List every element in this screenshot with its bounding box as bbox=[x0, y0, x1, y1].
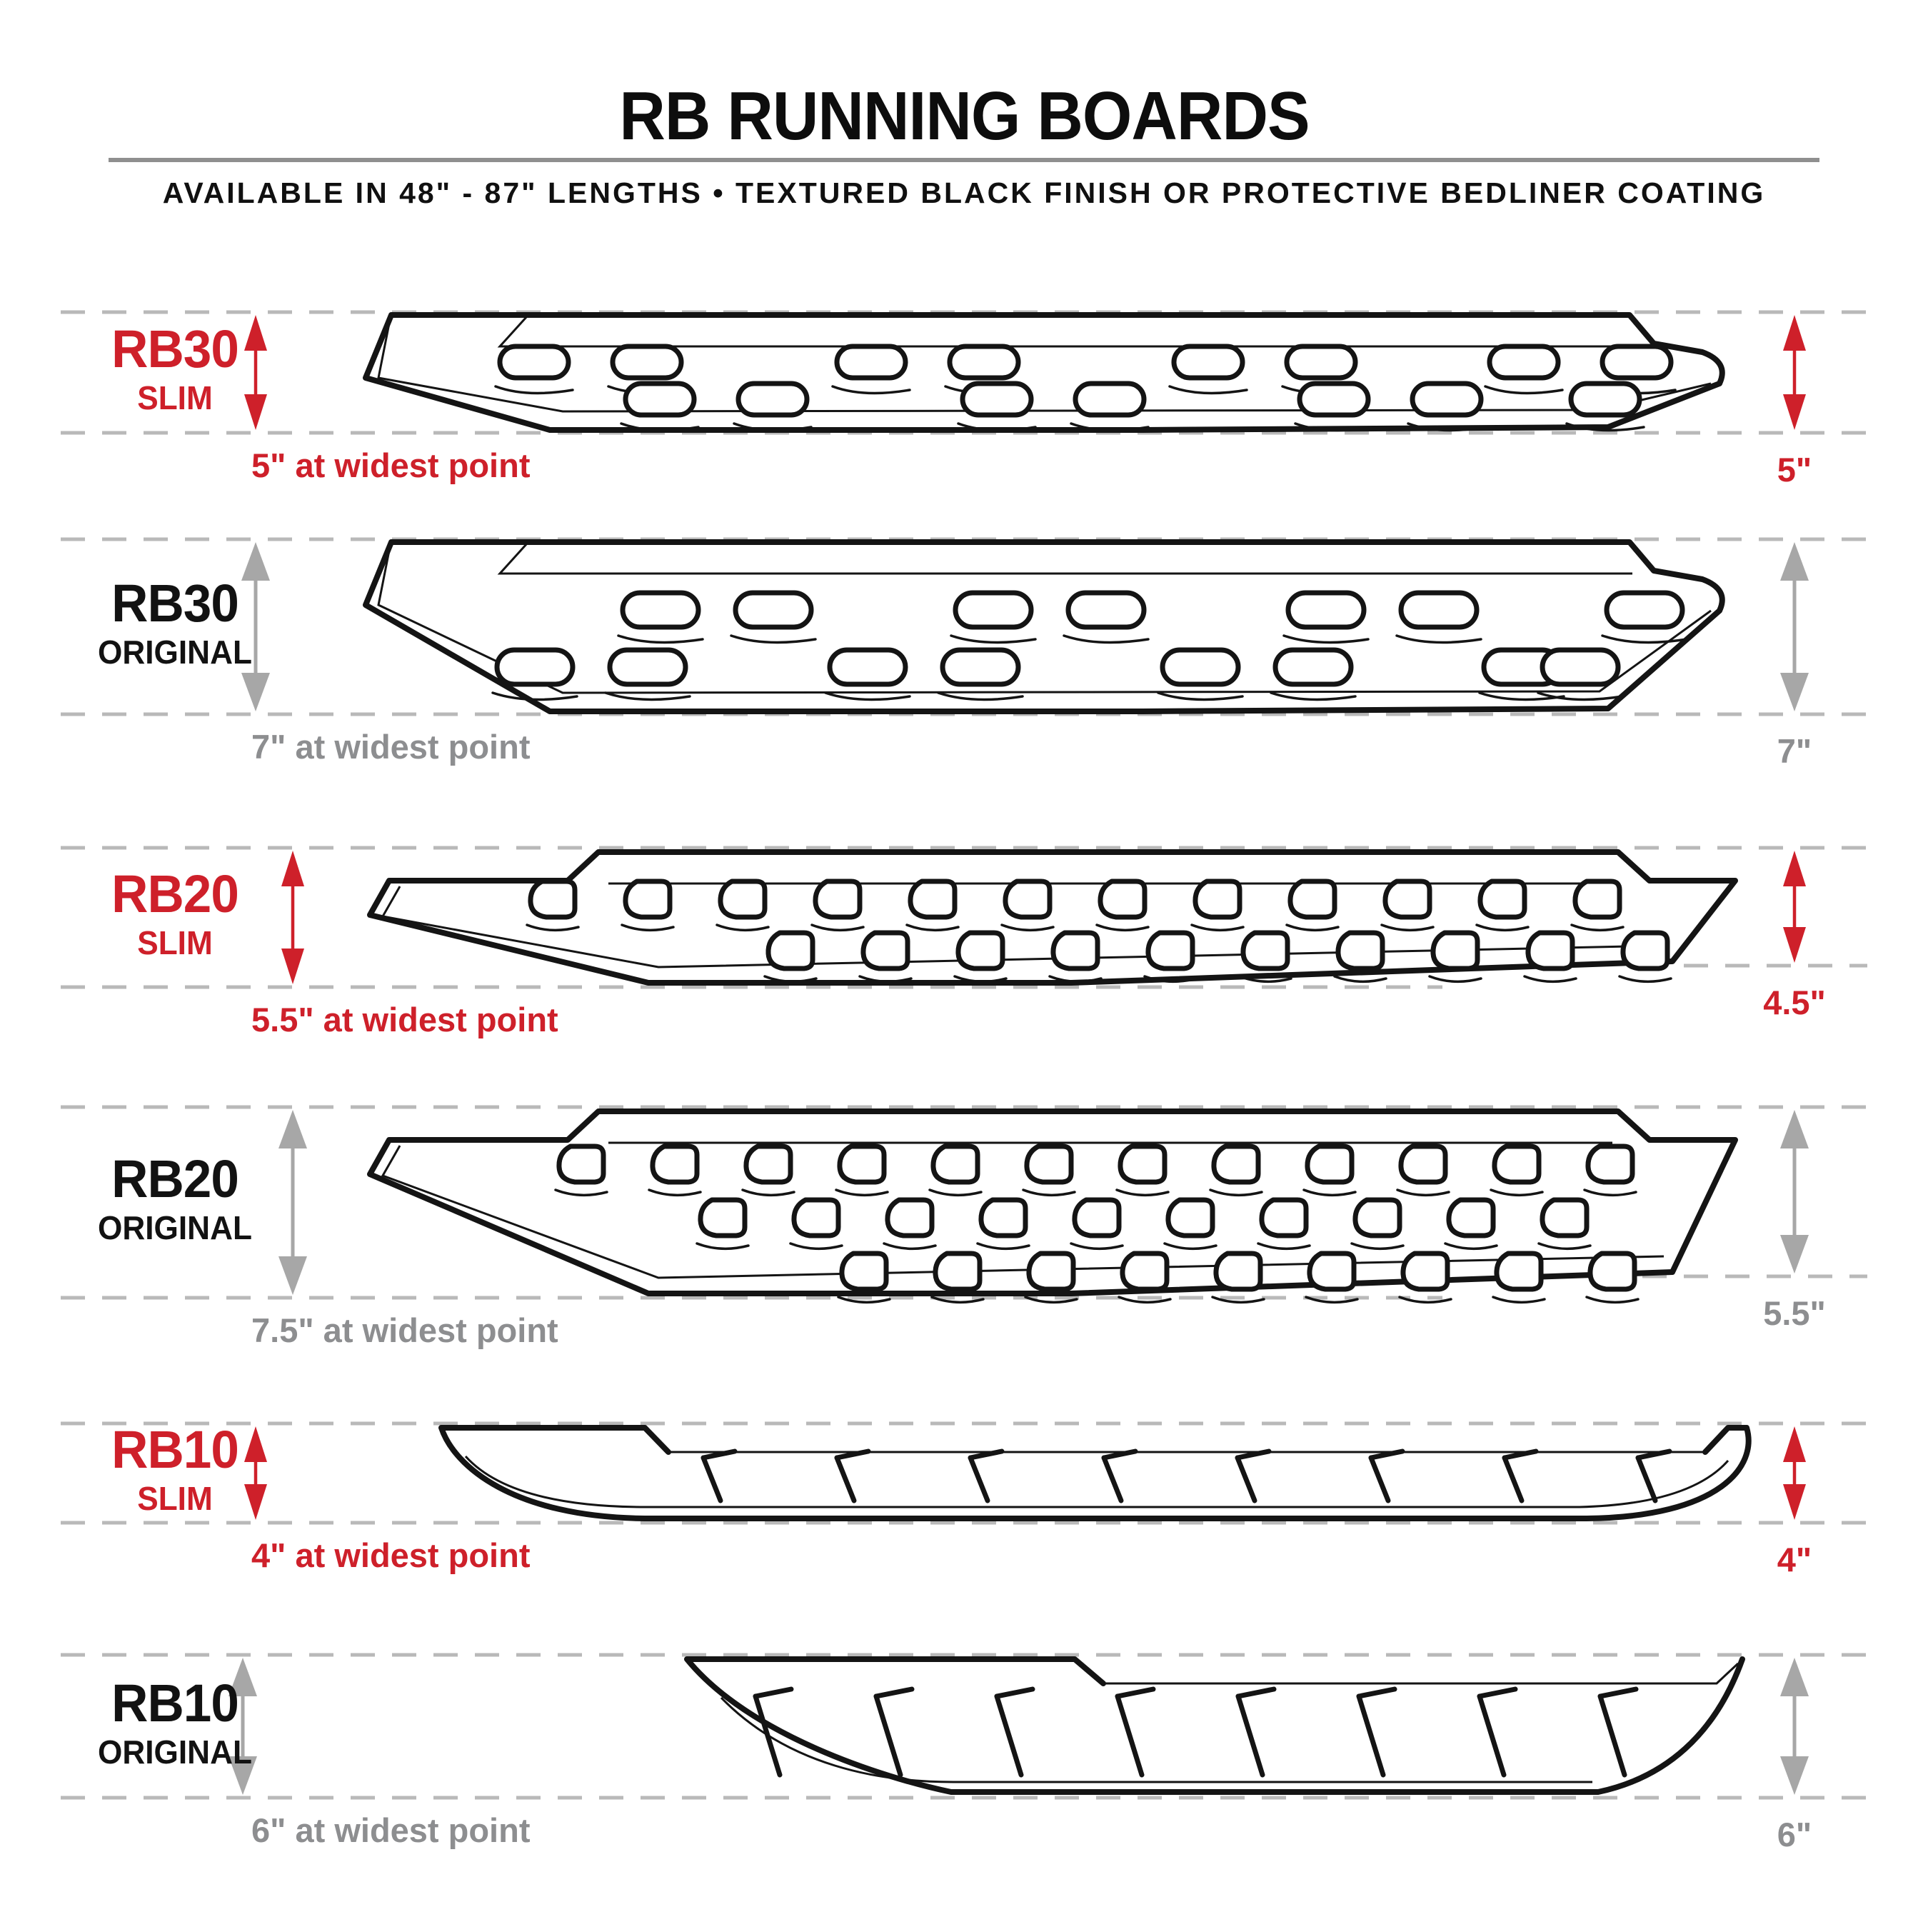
rb20-original-board bbox=[367, 1108, 1738, 1304]
dimension-arrow bbox=[1780, 1658, 1809, 1795]
dimension-arrow bbox=[241, 542, 270, 711]
dimension-arrow bbox=[1780, 542, 1809, 711]
label-rb30-slim: RB30 SLIM bbox=[21, 319, 328, 416]
right-measurement: 5.5" bbox=[1763, 1294, 1826, 1332]
label-rb10-original: RB10 ORIGINAL bbox=[21, 1673, 328, 1771]
variant-name: ORIGINAL bbox=[98, 1733, 252, 1771]
dimension-arrow bbox=[229, 1658, 257, 1795]
rb10-original-board bbox=[684, 1656, 1745, 1795]
left-measurement: 5.5" at widest point bbox=[251, 1001, 558, 1038]
dimension-arrow bbox=[244, 1426, 267, 1520]
model-name: RB20 bbox=[111, 864, 239, 924]
title-divider bbox=[109, 158, 1819, 162]
dimension-arrow bbox=[1783, 851, 1806, 963]
left-measurement: 7.5" at widest point bbox=[251, 1311, 558, 1349]
model-name: RB30 bbox=[111, 319, 239, 379]
label-rb20-original: RB20 ORIGINAL bbox=[21, 1149, 328, 1246]
model-name: RB10 bbox=[111, 1673, 239, 1733]
rb30-original-board bbox=[363, 539, 1725, 714]
dimension-arrow bbox=[281, 851, 304, 984]
left-measurement: 4" at widest point bbox=[251, 1536, 531, 1574]
left-measurement: 7" at widest point bbox=[251, 728, 531, 766]
rb30-slim-board bbox=[363, 312, 1725, 433]
model-name: RB10 bbox=[111, 1420, 239, 1479]
variant-name: SLIM bbox=[137, 1480, 213, 1517]
label-rb20-slim: RB20 SLIM bbox=[21, 864, 328, 961]
page-title: RB RUNNING BOARDS bbox=[618, 78, 1310, 154]
rb10-slim-board bbox=[438, 1425, 1752, 1521]
left-measurement: 5" at widest point bbox=[251, 446, 531, 484]
page-subtitle: AVAILABLE IN 48" - 87" LENGTHS • TEXTURE… bbox=[162, 176, 1766, 209]
dimension-arrow bbox=[1783, 315, 1806, 430]
label-rb10-slim: RB10 SLIM bbox=[21, 1420, 328, 1517]
dimension-arrow bbox=[278, 1110, 307, 1295]
variant-name: SLIM bbox=[137, 379, 213, 416]
right-measurement: 7" bbox=[1777, 732, 1812, 770]
model-name: RB30 bbox=[111, 574, 239, 633]
dimension-arrow bbox=[1780, 1110, 1809, 1273]
variant-name: ORIGINAL bbox=[98, 634, 252, 671]
right-measurement: 5" bbox=[1777, 451, 1812, 489]
rb20-slim-board bbox=[367, 849, 1738, 986]
right-measurement: 6" bbox=[1777, 1816, 1812, 1853]
dimension-arrow bbox=[1783, 1426, 1806, 1520]
label-rb30-original: RB30 ORIGINAL bbox=[21, 577, 328, 669]
variant-name: ORIGINAL bbox=[98, 1209, 252, 1246]
right-measurement: 4.5" bbox=[1763, 983, 1826, 1021]
dimension-arrow bbox=[244, 315, 267, 430]
variant-name: SLIM bbox=[137, 924, 213, 961]
left-measurement: 6" at widest point bbox=[251, 1811, 531, 1849]
right-measurement: 4" bbox=[1777, 1541, 1812, 1578]
model-name: RB20 bbox=[111, 1149, 239, 1208]
